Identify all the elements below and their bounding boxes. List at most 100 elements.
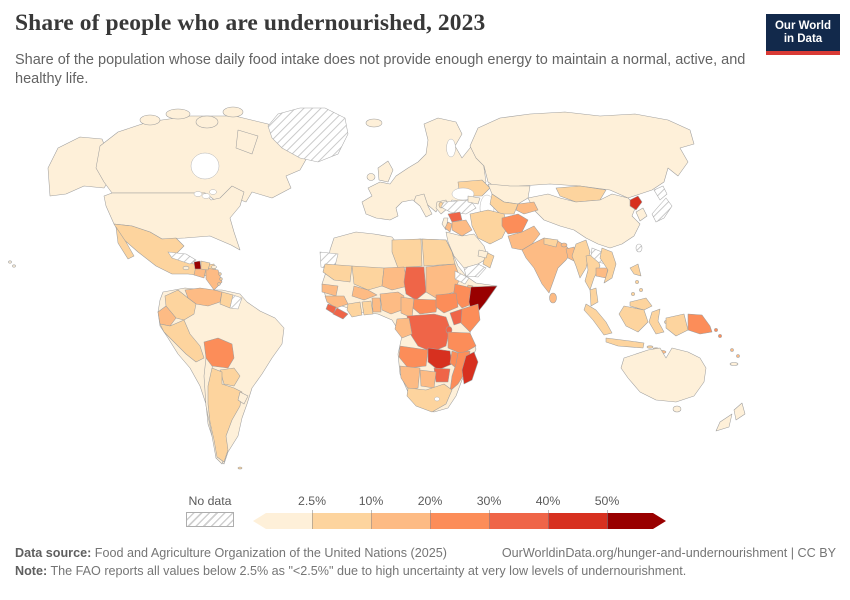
map-region-french-guiana[interactable] bbox=[229, 294, 243, 310]
map-region-russia[interactable]: Russia: <2.5% bbox=[469, 111, 695, 199]
map-region-baja[interactable]: Mexico: 2.5%-10% bbox=[115, 226, 135, 260]
map-region-kyrgyzstan-tajikistan[interactable]: Kyrgyzstan and Tajikistan: 10%-20% bbox=[515, 201, 539, 215]
map-region-falklands[interactable]: Argentina: 2.5%-10% bbox=[237, 466, 243, 470]
map-region-ireland[interactable]: Ireland: <2.5% bbox=[366, 173, 376, 181]
map-region-uae[interactable]: United Arab Emirates: <2.5% bbox=[477, 249, 489, 259]
map-region-tanzania[interactable]: Tanzania: 20%-30% bbox=[447, 331, 477, 355]
map-region-hawaii[interactable]: United States: <2.5% bbox=[8, 260, 12, 264]
map-region-angola[interactable]: Angola: 20%-30% bbox=[398, 345, 429, 369]
map-region-mali[interactable]: Mali: 2.5%-10% bbox=[351, 265, 385, 291]
map-region-guinea[interactable]: Guinea: 10%-20% bbox=[324, 295, 349, 309]
map-region-lesser-antilles[interactable]: Lesser Antilles: 2.5%-10% bbox=[217, 282, 221, 286]
map-region-niger[interactable]: Niger: 10%-20% bbox=[381, 266, 409, 291]
map-region-nepal[interactable]: Nepal: 2.5%-10% bbox=[543, 237, 559, 248]
map-region-saudi-arabia[interactable]: Saudi Arabia: <2.5% bbox=[445, 231, 489, 269]
map-region-arctic-island[interactable]: Canada: <2.5% bbox=[139, 114, 161, 126]
map-region-caucasus[interactable]: Georgia, Armenia and Azerbaijan: <2.5% bbox=[467, 195, 481, 205]
map-region-iraq[interactable]: Iraq: 10%-20% bbox=[451, 219, 473, 237]
legend-bin[interactable] bbox=[312, 513, 371, 529]
map-region-bolivia[interactable]: Bolivia: 20%-30% bbox=[203, 337, 235, 369]
map-region-philippines[interactable]: Philippines: 2.5%-10% bbox=[631, 292, 635, 296]
map-region-philippines[interactable]: Philippines: 2.5%-10% bbox=[635, 280, 639, 284]
map-region-lesser-antilles[interactable]: Lesser Antilles: 2.5%-10% bbox=[218, 272, 222, 276]
map-region-south-africa[interactable]: South Africa: 2.5%-10% bbox=[406, 383, 453, 413]
map-region-tasmania[interactable]: Australia: <2.5% bbox=[672, 405, 682, 413]
map-region-solomon-islands[interactable]: Solomon Islands: 20%-30% bbox=[714, 328, 718, 332]
map-region-iceland[interactable]: Iceland: <2.5% bbox=[365, 118, 383, 128]
map-region-jamaica[interactable]: Jamaica: <2.5% bbox=[182, 265, 190, 271]
map-region-madagascar[interactable]: Madagascar: 40%-50% bbox=[461, 351, 479, 385]
map-region-borneo-north[interactable]: Malaysia: 2.5%-10% bbox=[629, 297, 653, 311]
map-region-lesser-antilles[interactable]: Lesser Antilles: 2.5%-10% bbox=[219, 277, 223, 281]
map-region-arctic-island[interactable]: Canada: <2.5% bbox=[165, 108, 191, 120]
map-region-central-african-republic[interactable]: Central African Republic: 20%-30% bbox=[412, 298, 439, 315]
map-region-yemen[interactable] bbox=[463, 263, 487, 278]
map-region-senegal[interactable]: Senegal and Gambia: 10%-20% bbox=[321, 283, 339, 297]
map-region-south-korea[interactable]: South Korea: <2.5% bbox=[635, 207, 648, 222]
map-region-ecuador[interactable]: Ecuador: 10%-20% bbox=[157, 305, 177, 327]
map-region-vietnam[interactable]: Vietnam: 2.5%-10% bbox=[599, 247, 617, 284]
map-region-zimbabwe[interactable]: Zimbabwe: 30%-40% bbox=[433, 367, 451, 383]
map-region-kenya[interactable]: Kenya: 20%-30% bbox=[460, 303, 481, 333]
map-region-mauritania[interactable]: Mauritania: 2.5%-10% bbox=[322, 263, 353, 283]
map-region-libya[interactable]: Libya: 2.5%-10% bbox=[391, 238, 423, 269]
map-region-drc[interactable]: Democratic Republic of Congo: 30%-40% bbox=[406, 313, 451, 353]
map-region-nigeria[interactable]: Nigeria: 10%-20% bbox=[379, 291, 405, 315]
legend-no-data[interactable]: No data bbox=[186, 494, 234, 527]
map-region-burkina-faso[interactable]: Burkina Faso: 10%-20% bbox=[351, 285, 378, 301]
map-region-italy[interactable]: Italy: <2.5% bbox=[413, 193, 433, 218]
map-region-australia[interactable]: Australia: <2.5% bbox=[620, 347, 707, 403]
map-region-paraguay[interactable]: Paraguay: 2.5%-10% bbox=[219, 367, 241, 387]
map-region-namibia[interactable]: Namibia: 10%-20% bbox=[399, 365, 421, 391]
map-region-borneo[interactable]: Indonesia: 2.5%-10% bbox=[618, 305, 649, 333]
legend-bin[interactable] bbox=[548, 513, 607, 529]
map-region-solomon-islands[interactable]: Solomon Islands: 20%-30% bbox=[718, 334, 722, 338]
map-region-sulawesi[interactable]: Indonesia: 2.5%-10% bbox=[648, 308, 665, 335]
map-region-vanuatu-fiji[interactable]: Vanuatu and Fiji: 10%-20% bbox=[730, 348, 734, 352]
map-region-cote-divoire[interactable]: Cote d'Ivoire: 2.5%-10% bbox=[346, 301, 363, 318]
map-region-japan[interactable] bbox=[651, 197, 673, 223]
map-region-argentina[interactable]: Argentina: 2.5%-10% bbox=[207, 367, 243, 463]
map-region-turkmenistan-uzbekistan[interactable]: Turkmenistan and Uzbekistan: 2.5%-10% bbox=[489, 193, 519, 215]
map-region-cuba[interactable] bbox=[167, 251, 197, 265]
map-region-vanuatu-fiji[interactable]: Vanuatu and Fiji: 10%-20% bbox=[736, 354, 740, 358]
legend-bin[interactable] bbox=[430, 513, 489, 529]
map-region-lesser-sunda[interactable]: Indonesia: 2.5%-10% bbox=[646, 345, 654, 349]
map-region-dominican-republic[interactable]: Dominican Republic: 2.5%-10% bbox=[200, 260, 211, 271]
map-region-sumatra[interactable]: Indonesia: 2.5%-10% bbox=[583, 303, 613, 336]
map-region-west-papua[interactable]: Indonesia (Papua): 2.5%-10% bbox=[665, 313, 689, 337]
map-region-sri-lanka[interactable]: Sri Lanka: 10%-20% bbox=[549, 292, 557, 304]
map-region-new-caledonia[interactable]: New Caledonia: <2.5% bbox=[729, 362, 739, 366]
map-region-bhutan[interactable]: Bhutan: 10%-20% bbox=[560, 242, 568, 248]
legend-bin[interactable] bbox=[489, 513, 548, 529]
map-region-taiwan[interactable] bbox=[635, 243, 643, 253]
map-region-greenland[interactable] bbox=[267, 107, 349, 163]
map-region-botswana[interactable]: Botswana: 10%-20% bbox=[419, 369, 437, 389]
map-region-puerto-rico[interactable]: Puerto Rico: <2.5% bbox=[211, 265, 217, 269]
map-region-iran[interactable]: Iran: 2.5%-10% bbox=[469, 209, 509, 245]
map-region-lesotho[interactable] bbox=[434, 396, 440, 402]
map-region-philippines[interactable]: Philippines: 2.5%-10% bbox=[629, 263, 642, 277]
map-region-japan[interactable] bbox=[653, 185, 668, 201]
map-region-zambia[interactable]: Zambia: 40%-50% bbox=[427, 347, 453, 371]
map-region-papua-new-guinea[interactable]: Papua New Guinea: 20%-30% bbox=[687, 313, 713, 335]
map-region-eritrea[interactable] bbox=[454, 270, 470, 285]
map-region-north-korea[interactable]: North Korea: 40%-50% bbox=[629, 195, 643, 211]
map-region-java[interactable]: Indonesia: 2.5%-10% bbox=[605, 337, 645, 349]
map-region-uruguay[interactable]: Uruguay: <2.5% bbox=[237, 391, 249, 405]
legend-bin[interactable] bbox=[607, 513, 666, 529]
legend-bin[interactable] bbox=[253, 513, 312, 529]
map-region-ghana[interactable]: Ghana: 2.5%-10% bbox=[361, 300, 374, 316]
map-region-philippines[interactable]: Philippines: 2.5%-10% bbox=[639, 288, 643, 292]
map-region-new-zealand-north[interactable]: New Zealand: <2.5% bbox=[733, 402, 746, 421]
map-region-new-zealand-south[interactable]: New Zealand: <2.5% bbox=[715, 413, 733, 432]
map-region-arctic-island[interactable]: Canada: <2.5% bbox=[222, 106, 244, 118]
map-region-congo-gabon[interactable]: Congo and Gabon: 10%-20% bbox=[394, 317, 413, 339]
map-region-south-sudan[interactable]: South Sudan: 20%-30% bbox=[435, 292, 459, 314]
legend-bin[interactable] bbox=[371, 513, 430, 529]
map-region-arctic-island[interactable]: Canada: <2.5% bbox=[195, 115, 219, 129]
map-region-baffin[interactable]: Canada: <2.5% bbox=[235, 129, 259, 155]
map-region-liberia[interactable]: Liberia: 30%-40% bbox=[332, 307, 349, 320]
map-region-syria[interactable]: Syria: 30%-40% bbox=[447, 211, 463, 223]
map-region-haiti[interactable]: Haiti: >50% bbox=[193, 260, 202, 270]
